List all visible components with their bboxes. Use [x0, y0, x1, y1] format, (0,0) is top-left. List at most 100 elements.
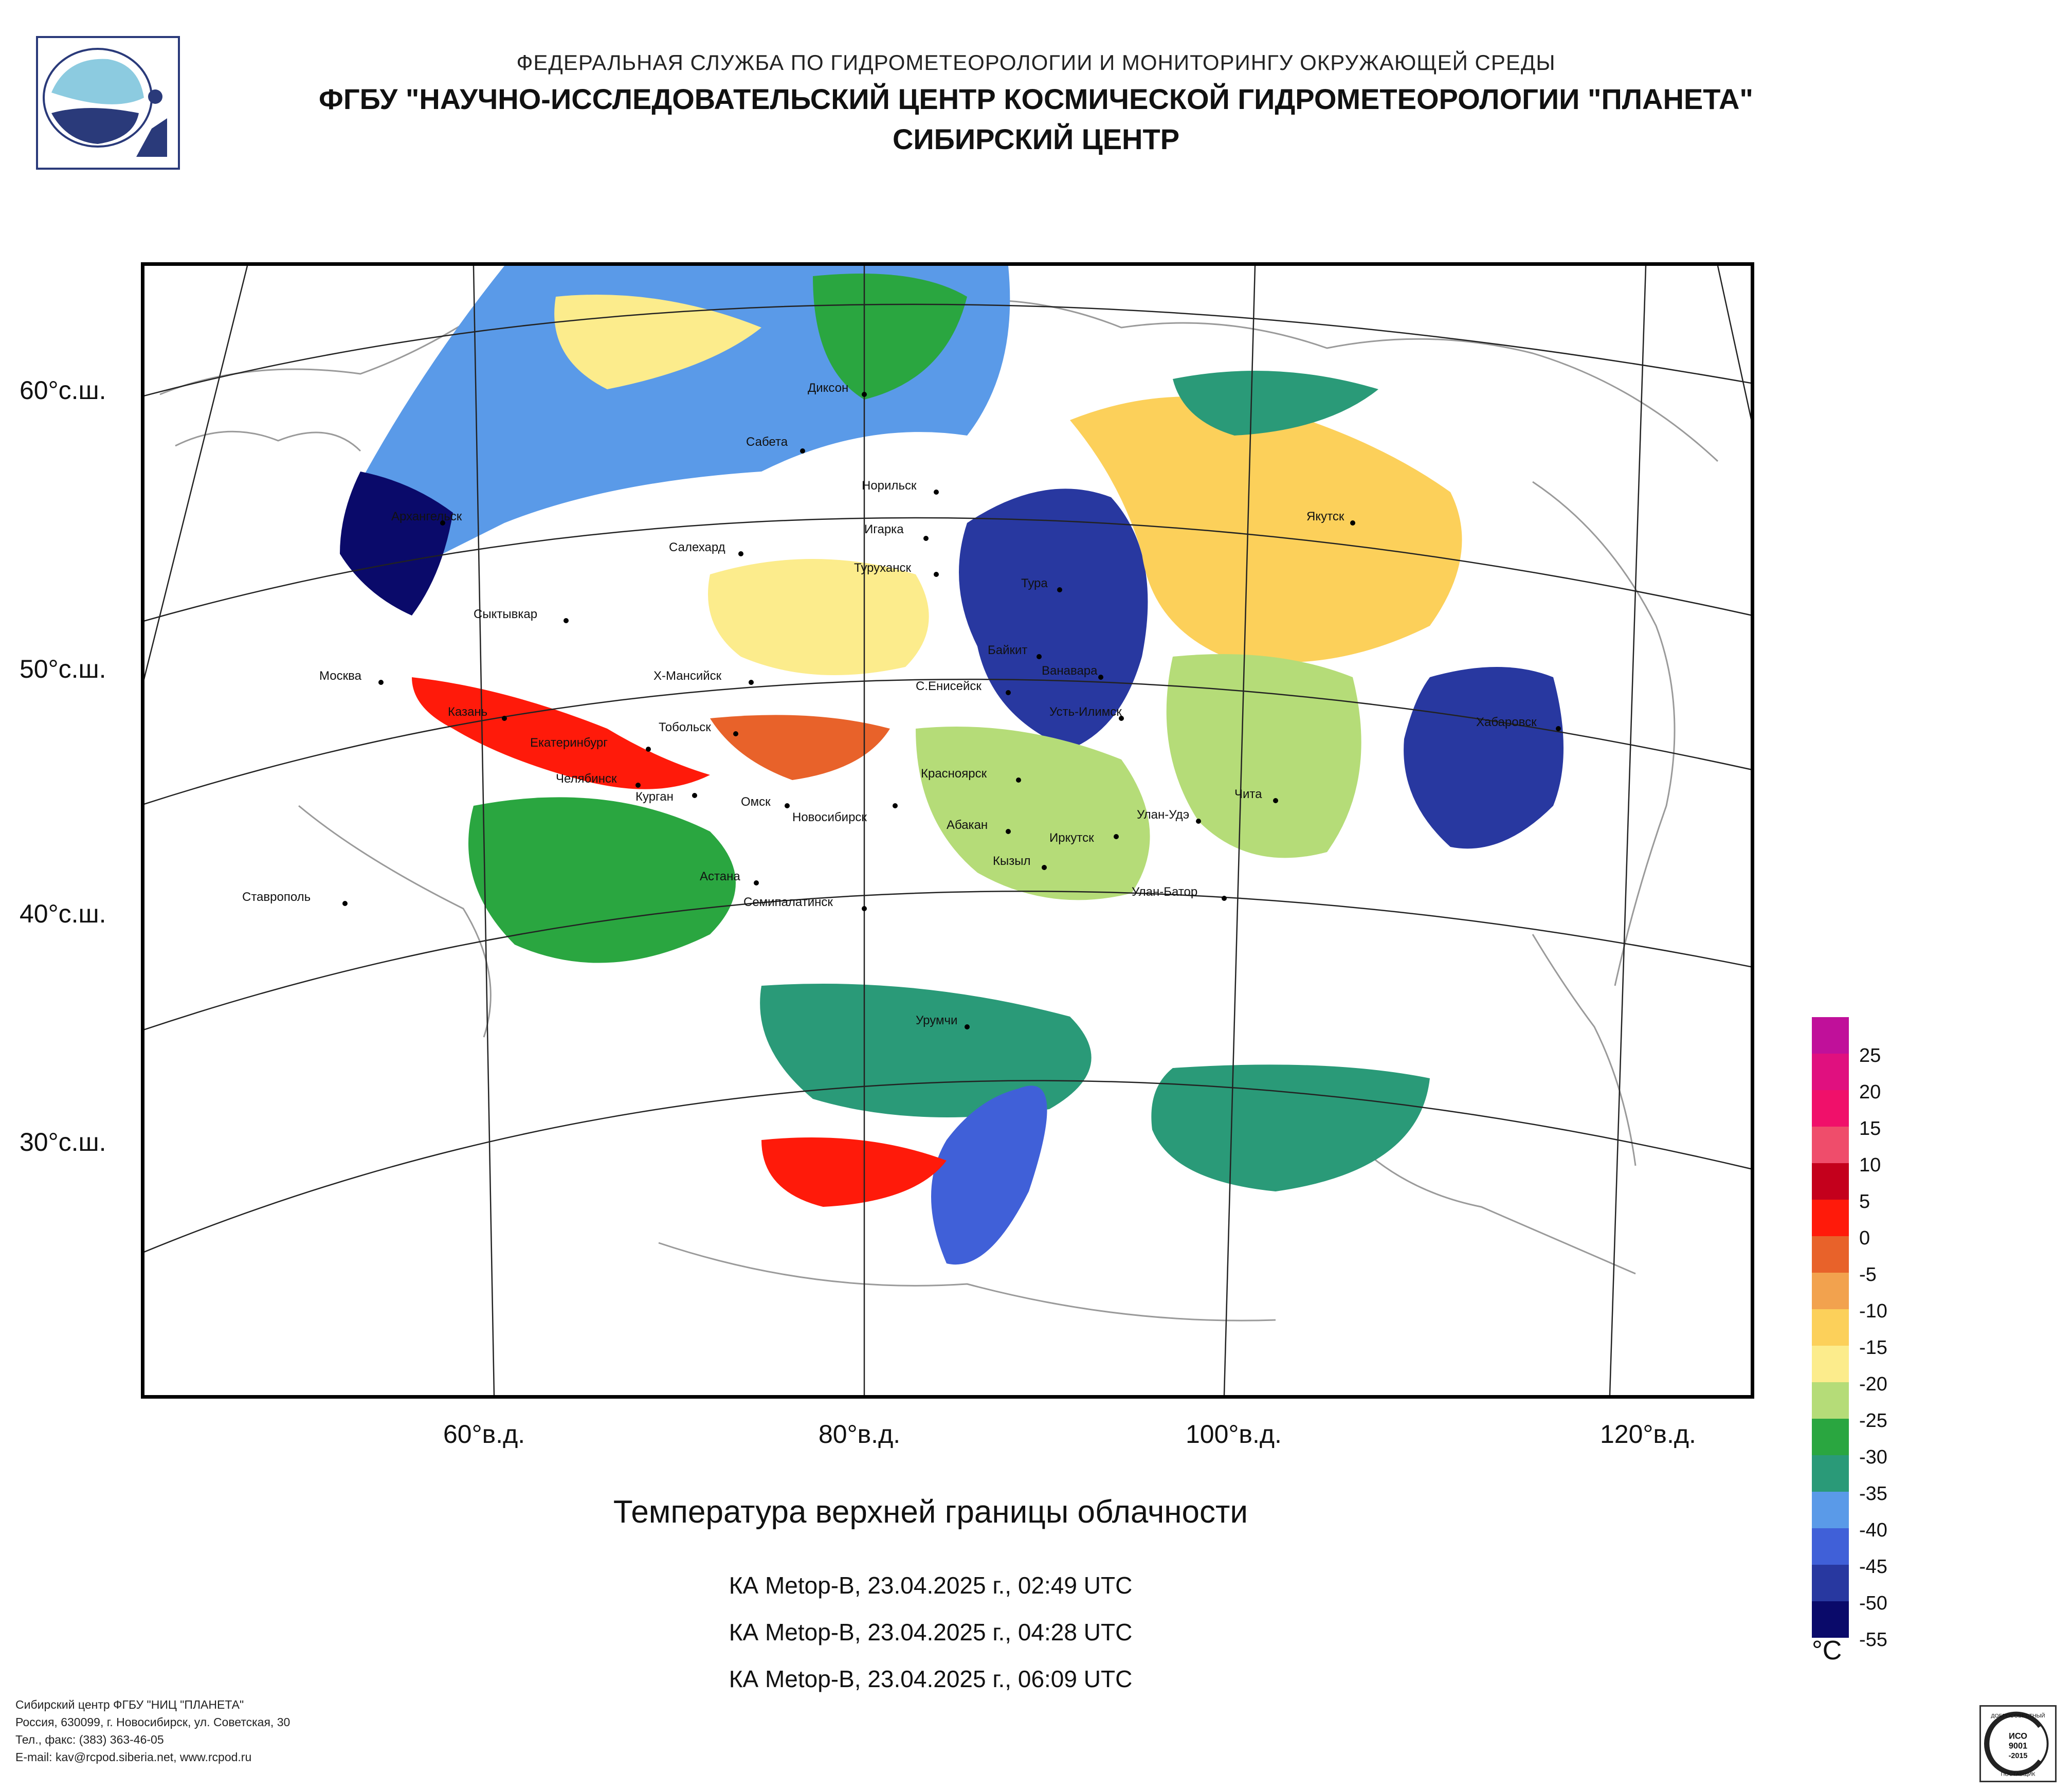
city-label: Урумчи: [916, 1014, 957, 1027]
legend-tick: 25: [1859, 1045, 1881, 1066]
city-label: С.Енисейск: [916, 679, 982, 693]
legend-swatch: [1812, 1492, 1849, 1528]
city-label: Байкит: [988, 643, 1027, 657]
legend-swatch: [1812, 1419, 1849, 1455]
city-label: Тура: [1021, 576, 1048, 590]
iso-line2: 9001: [2009, 1742, 2027, 1751]
map-frame: Диксон Сабета Норильск Игарка Туруханск …: [141, 262, 1754, 1399]
pass-line-1: КА Metop-B, 23.04.2025 г., 02:49 UTC: [729, 1572, 1133, 1599]
city-label: Москва: [319, 669, 362, 683]
city-label: Казань: [448, 705, 487, 719]
legend-swatch: [1812, 1236, 1849, 1273]
city-label: Улан-Батор: [1132, 885, 1197, 899]
city-label: Челябинск: [556, 772, 617, 786]
legend-tick: -25: [1859, 1410, 1887, 1432]
lon-label-60: 60°в.д.: [443, 1420, 525, 1449]
legend-swatch: [1812, 1601, 1849, 1638]
city-label: Сабета: [746, 435, 788, 449]
legend-tick: 20: [1859, 1081, 1881, 1103]
city-label: Ставрополь: [242, 890, 311, 904]
cloud-field: [340, 266, 1564, 1265]
city-label: Тобольск: [659, 720, 711, 734]
city-label: Красноярск: [921, 767, 987, 781]
footer-phone: Тел., факс: (383) 363-46-05: [15, 1733, 164, 1746]
legend-tick: -55: [1859, 1629, 1887, 1651]
legend-swatch: [1812, 1163, 1849, 1200]
city-label: Туруханск: [854, 561, 911, 575]
lon-label-120: 120°в.д.: [1600, 1420, 1696, 1449]
iso-line1: ИСО: [2009, 1731, 2027, 1741]
legend-tick: -15: [1859, 1337, 1887, 1359]
legend-tick: 15: [1859, 1118, 1881, 1139]
legend-tick: 0: [1859, 1227, 1870, 1249]
footer-address: Россия, 630099, г. Новосибирск, ул. Сове…: [15, 1715, 290, 1729]
city-labels: Диксон Сабета Норильск Игарка Туруханск …: [242, 381, 1537, 1027]
legend-swatch: [1812, 1054, 1849, 1090]
city-label: Иркутск: [1049, 831, 1094, 845]
legend-unit: °C: [1812, 1636, 1842, 1666]
legend-swatch: [1812, 1455, 1849, 1492]
temperature-legend: 25 20 15 10 5 0 -5 -10 -15 -20 -25 -30 -…: [1812, 1017, 1915, 1686]
legend-tick: 5: [1859, 1191, 1870, 1213]
coastlines: [159, 296, 1719, 1322]
legend-tick: -50: [1859, 1593, 1887, 1614]
legend-swatch: [1812, 1273, 1849, 1309]
lat-label-60: 60°с.ш.: [20, 376, 106, 405]
city-label: Усть-Илимск: [1049, 705, 1122, 719]
header-institute: ФГБУ "НАУЧНО-ИССЛЕДОВАТЕЛЬСКИЙ ЦЕНТР КОС…: [319, 83, 1753, 115]
lon-label-100: 100°в.д.: [1186, 1420, 1282, 1449]
city-label: Игарка: [864, 522, 904, 536]
iso-9001-badge-icon: ДОБРОСОВЕСТНЫЙ ИСО 9001 -2015 ПОСТАВЩИК: [1979, 1705, 2057, 1782]
city-label: Екатеринбург: [530, 736, 608, 750]
city-label: Сыктывкар: [474, 607, 537, 621]
cloud-top-temperature-map: Диксон Сабета Норильск Игарка Туруханск …: [144, 266, 1751, 1395]
city-label: Улан-Удэ: [1137, 808, 1189, 822]
legend-swatch: [1812, 1200, 1849, 1236]
city-label: Норильск: [862, 479, 917, 493]
city-label: Новосибирск: [792, 810, 867, 824]
city-label: Х-Мансийск: [653, 669, 722, 683]
legend-swatch: [1812, 1127, 1849, 1163]
lat-label-30: 30°с.ш.: [20, 1128, 106, 1156]
legend-tick: -20: [1859, 1373, 1887, 1395]
legend-tick: -10: [1859, 1300, 1887, 1322]
city-label: Семипалатинск: [743, 895, 833, 909]
footer-org: Сибирский центр ФГБУ "НИЦ "ПЛАНЕТА": [15, 1698, 244, 1711]
legend-tick: -45: [1859, 1556, 1887, 1578]
city-label: Хабаровск: [1476, 715, 1537, 729]
legend-swatch: [1812, 1346, 1849, 1382]
legend-swatch: [1812, 1565, 1849, 1601]
iso-bottom-text: ПОСТАВЩИК: [2001, 1771, 2036, 1777]
legend-swatch: [1812, 1017, 1849, 1054]
legend-tick: -30: [1859, 1446, 1887, 1468]
legend-swatch: [1812, 1090, 1849, 1127]
city-label: Якутск: [1306, 510, 1344, 523]
lat-label-40: 40°с.ш.: [20, 899, 106, 928]
pass-line-2: КА Metop-B, 23.04.2025 г., 04:28 UTC: [729, 1619, 1133, 1645]
legend-tick: -40: [1859, 1519, 1887, 1541]
city-label: Абакан: [947, 818, 988, 832]
city-label: Омск: [741, 795, 771, 809]
legend-swatch: [1812, 1528, 1849, 1565]
iso-top-text: ДОБРОСОВЕСТНЫЙ: [1991, 1712, 2045, 1719]
city-label: Астана: [700, 870, 740, 883]
graticule: [144, 266, 1751, 1395]
city-label: Кызыл: [993, 854, 1031, 868]
map-title: Температура верхней границы облачности: [613, 1494, 1248, 1530]
header-agency: ФЕДЕРАЛЬНАЯ СЛУЖБА ПО ГИДРОМЕТЕОРОЛОГИИ …: [516, 50, 1556, 75]
city-label: Архангельск: [391, 510, 462, 523]
iso-line3: -2015: [2009, 1752, 2028, 1760]
lon-label-80: 80°в.д.: [819, 1420, 901, 1449]
lat-label-50: 50°с.ш.: [20, 655, 106, 683]
legend-tick: 10: [1859, 1154, 1881, 1176]
city-label: Курган: [635, 790, 674, 804]
legend-swatch: [1812, 1309, 1849, 1346]
city-markers: [342, 392, 1561, 1029]
legend-tick: -35: [1859, 1483, 1887, 1505]
pass-line-3: КА Metop-B, 23.04.2025 г., 06:09 UTC: [729, 1666, 1133, 1692]
legend-tick: -5: [1859, 1264, 1877, 1286]
legend-swatch: [1812, 1382, 1849, 1419]
city-label: Ванавара: [1042, 664, 1098, 678]
city-label: Салехард: [669, 540, 725, 554]
